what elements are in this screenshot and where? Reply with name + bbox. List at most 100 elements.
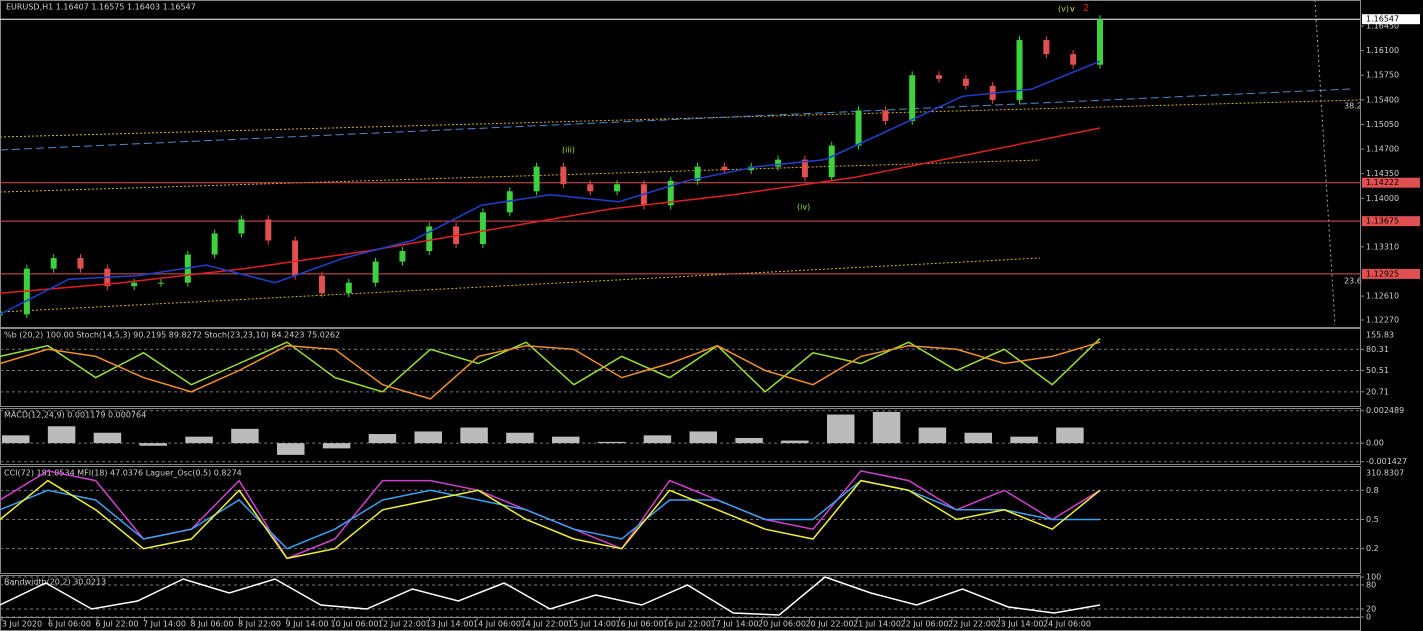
candle (1097, 19, 1103, 65)
x-tick-label: 24 Jul 06:00 (1043, 620, 1091, 629)
x-tick-label: 22 Jul 22:00 (948, 620, 996, 629)
price-label: 80 (1366, 581, 1376, 590)
candle (265, 219, 272, 241)
x-tick-label: 6 Jul 06:00 (48, 620, 91, 629)
candle (399, 251, 406, 262)
price-label: 0.00 (1366, 439, 1384, 448)
price-tag (1362, 177, 1420, 188)
candle (801, 159, 808, 178)
indicator-line (0, 60, 1101, 315)
histogram-bar (414, 431, 442, 444)
x-tick-label: 20 Jul 22:00 (806, 620, 854, 629)
histogram-bar (872, 411, 901, 444)
candle (426, 226, 433, 252)
price-tag (1362, 268, 1420, 279)
histogram-bar (322, 443, 351, 449)
histogram-bar (460, 427, 488, 444)
x-tick-label: 13 Jul 14:00 (426, 620, 474, 629)
panel-border (0, 408, 1361, 465)
price-label: 1.13310 (1366, 242, 1399, 251)
price-label: 20 (1366, 605, 1376, 614)
histogram-bar (47, 426, 76, 444)
x-tick-label: 8 Jul 06:00 (191, 620, 234, 629)
x-tick-label: 15 Jul 14:00 (568, 620, 616, 629)
histogram-bar (552, 436, 580, 444)
price-label: -0.001427 (1366, 457, 1407, 466)
x-tick-label: 12 Jul 22:00 (378, 620, 426, 629)
scale-label: 310.8307 (1366, 469, 1404, 478)
wave-label: 2 (1083, 3, 1089, 14)
indicator-header: CCI(72) 181.0534 MFI(18) 47.0376 Laguer_… (4, 469, 242, 478)
x-tick-label: 22 Jul 06:00 (901, 620, 949, 629)
price-tag (1362, 216, 1420, 227)
price-tag-label: 1.14222 (1366, 178, 1399, 187)
candle (506, 191, 513, 213)
panel-border (0, 328, 1361, 407)
price-tag (1362, 14, 1420, 25)
indicator-header: Bandwidth(20,2) 30.0213 (4, 578, 106, 587)
trend-line (0, 88, 1351, 151)
channel-line (0, 99, 1361, 138)
candle (1070, 54, 1077, 65)
candle (560, 166, 567, 185)
candle (0, 314, 3, 316)
histogram-bar (735, 437, 763, 444)
candle (292, 240, 299, 276)
scale-label: 155.83 (1366, 331, 1394, 340)
histogram-bar (185, 436, 213, 444)
histogram-bar (231, 428, 259, 444)
candle (77, 258, 84, 269)
x-tick-label: 23 Jul 14:00 (996, 620, 1044, 629)
price-label: 1.15750 (1366, 71, 1399, 80)
price-label: 0.002489 (1366, 406, 1404, 415)
price-label: 1.14700 (1366, 145, 1399, 154)
price-label: 1.14350 (1366, 169, 1399, 178)
candle (587, 184, 594, 192)
price-label: 1.16100 (1366, 46, 1399, 55)
price-label: 1.15400 (1366, 95, 1399, 104)
candle (909, 75, 916, 121)
indicator-header: %b (20,2) 100.00 Stoch(14,5,3) 90.2195 8… (4, 331, 340, 340)
x-tick-label: 6 Jul 22:00 (96, 620, 139, 629)
candle (131, 282, 138, 287)
histogram-bar (643, 435, 672, 444)
candle (533, 166, 540, 192)
candle (157, 282, 164, 284)
candle (50, 258, 57, 269)
candle (1016, 40, 1023, 100)
histogram-bar (277, 443, 305, 455)
candle (211, 233, 218, 255)
indicator-header: MACD(12,24,9) 0.001179 0.000764 (4, 411, 146, 420)
candle (855, 110, 862, 146)
histogram-bar (2, 435, 30, 444)
panel-border (0, 0, 1361, 328)
x-tick-label: 17 Jul 14:00 (711, 620, 759, 629)
histogram-bar (689, 431, 717, 444)
candle (479, 212, 486, 245)
indicator-line (0, 576, 1101, 616)
price-label: 1.14000 (1366, 194, 1399, 203)
wave-label: (v) (1058, 5, 1069, 14)
candle (962, 78, 969, 86)
wave-label: (iii) (562, 146, 575, 155)
indicator-line (0, 127, 1101, 294)
candle (372, 261, 379, 283)
histogram-bar (506, 432, 534, 444)
x-tick-label: 8 Jul 22:00 (238, 620, 281, 629)
candle (721, 166, 728, 171)
price-label: 1.15050 (1366, 120, 1399, 129)
wave-label: (iv) (797, 203, 810, 212)
indicator-line (0, 479, 1101, 560)
x-tick-label: 20 Jul 06:00 (758, 620, 806, 629)
histogram-bar (827, 414, 855, 444)
histogram-bar (597, 441, 626, 444)
histogram-bar (781, 440, 809, 444)
x-tick-label: 7 Jul 14:00 (143, 620, 186, 629)
channel-line (0, 257, 1041, 313)
price-tag-label: 1.16547 (1366, 15, 1399, 24)
price-label: 1.12270 (1366, 315, 1399, 324)
x-tick-label: 14 Jul 22:00 (521, 620, 569, 629)
candle (318, 275, 325, 294)
price-label: 1.16450 (1366, 22, 1399, 31)
